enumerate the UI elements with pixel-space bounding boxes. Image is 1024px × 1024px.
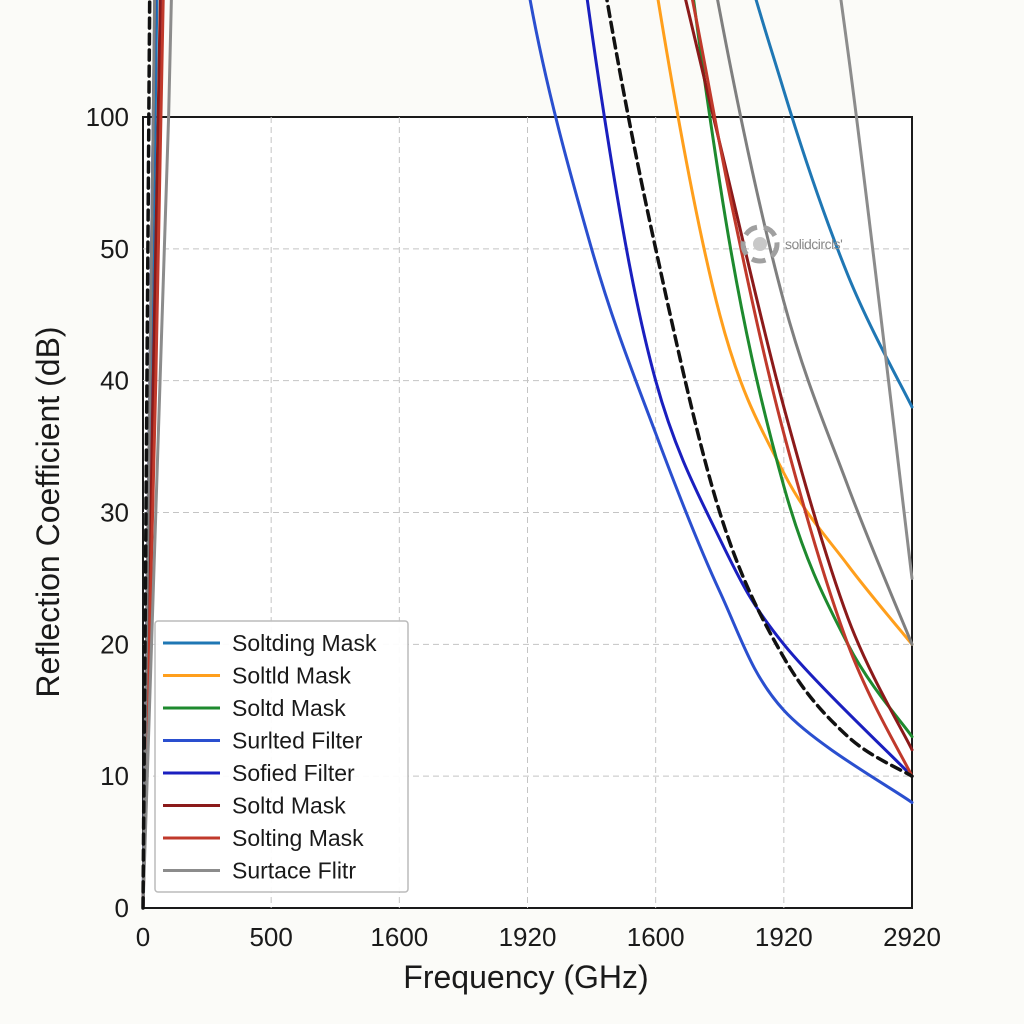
legend-label: Surlted Filter — [232, 728, 363, 754]
legend-label: Soltding Mask — [232, 630, 377, 656]
x-tick-label: 1600 — [627, 922, 685, 952]
logo-text: solidcircls' — [785, 236, 842, 252]
logo-icon — [740, 224, 780, 264]
series-group — [141, 0, 914, 910]
tick-labels: 0 500 1600 1920 1600 1920 2920 0 10 20 30 40 50 100 — [86, 102, 941, 952]
y-tick-label: 10 — [100, 761, 129, 791]
legend-label: Soltd Mask — [232, 695, 346, 721]
legend: Soltding Mask Soltld Mask Soltd Mask Surlte… — [154, 620, 409, 893]
x-tick-label: 500 — [249, 922, 292, 952]
series-line-4 — [141, 0, 914, 910]
y-tick-label: 0 — [115, 893, 129, 923]
y-tick-label: 50 — [100, 234, 129, 264]
x-tick-label: 1920 — [499, 922, 557, 952]
x-tick-label: 1600 — [370, 922, 428, 952]
y-tick-label: 100 — [86, 102, 129, 132]
legend-label: Surtace Flitr — [232, 858, 356, 884]
y-tick-label: 30 — [100, 498, 129, 528]
x-axis-title: Frequency (GHz) — [403, 959, 648, 995]
legend-label: Soltd Mask — [232, 793, 346, 819]
y-tick-label: 40 — [100, 366, 129, 396]
x-tick-label: 1920 — [755, 922, 813, 952]
y-tick-label: 20 — [100, 629, 129, 659]
x-tick-label: 0 — [136, 922, 150, 952]
legend-label: Soltld Mask — [232, 663, 351, 689]
legend-label: Sofied Filter — [232, 760, 355, 786]
x-tick-label: 2920 — [883, 922, 941, 952]
y-axis-title: Reflection Coefficient (dB) — [30, 326, 66, 697]
legend-label: Solting Mask — [232, 825, 364, 851]
watermark-logo: solidcircls' — [740, 224, 843, 264]
legend-box — [154, 620, 409, 893]
